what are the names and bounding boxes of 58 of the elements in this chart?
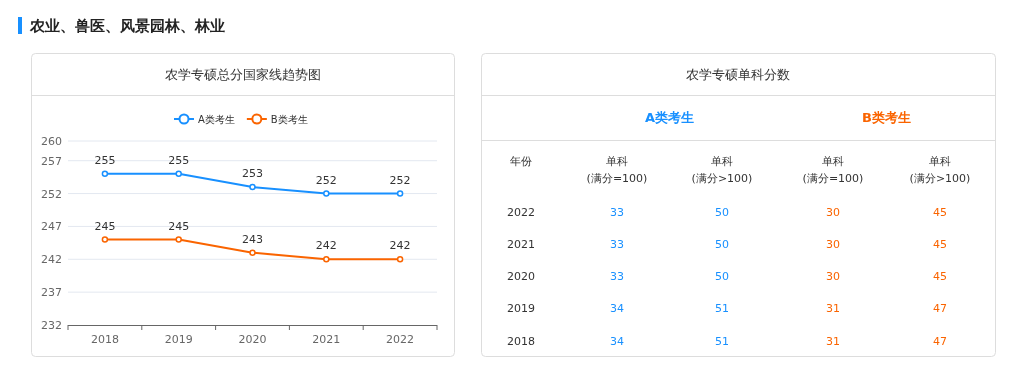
data-label: 252	[389, 173, 411, 187]
x-tick-label: 单科 (满分>100)	[909, 155, 971, 185]
data-label: 47	[933, 302, 947, 315]
data-label: 47	[933, 335, 947, 348]
data-label: 51	[715, 302, 729, 315]
data-label: 33	[610, 270, 624, 283]
data-label: 245	[168, 219, 190, 233]
data-label: 33	[610, 206, 624, 219]
y-tick-label: 260	[41, 135, 62, 148]
data-label: 34	[610, 302, 624, 315]
data-label: 255	[94, 153, 116, 167]
y-tick-label: 232	[41, 319, 62, 332]
data-label: 242	[315, 239, 337, 253]
x-tick-label: 单科 (满分=100)	[802, 155, 864, 185]
chart-title: 农业、兽医、风景园林、林业	[29, 17, 225, 35]
y-tick-label: 2021	[507, 238, 535, 251]
x-tick-label: 2020	[238, 333, 267, 346]
y-tick-label: 237	[41, 286, 62, 300]
data-label: 255	[168, 153, 190, 167]
y-tick-label: 252	[41, 187, 62, 201]
data-label: 242	[389, 239, 411, 253]
x-tick-label: 单科 (满分>100)	[691, 155, 753, 185]
legend-label: A类考生	[198, 114, 235, 125]
chart-subtitle: 农学专硕总分国家线趋势图	[165, 67, 321, 82]
data-label: 45	[933, 270, 947, 283]
data-label: 50	[715, 270, 729, 283]
data-label: 31	[826, 335, 840, 348]
data-label: 30	[826, 238, 840, 251]
chart-title: 农学专硕单科分数	[686, 67, 790, 82]
data-label: 253	[242, 167, 263, 180]
text: B类考生	[862, 110, 911, 125]
x-tick-label: 2018	[90, 333, 119, 346]
x-tick-label: 2019	[164, 333, 193, 346]
y-tick-label: 2022	[507, 206, 535, 219]
data-label: 51	[715, 335, 729, 348]
data-label: 45	[933, 206, 947, 219]
data-label: 31	[826, 302, 840, 315]
data-label: 50	[715, 238, 729, 251]
y-tick-label: 2019	[507, 302, 535, 315]
data-label: 243	[242, 232, 263, 246]
x-tick-label: 2021	[312, 333, 341, 346]
data-label: 34	[610, 335, 624, 348]
data-label: 30	[826, 206, 840, 219]
y-tick-label: 247	[41, 220, 62, 234]
y-tick-label: 2020	[507, 270, 535, 283]
data-label: 245	[94, 219, 116, 233]
x-tick-label: 2022	[386, 333, 415, 346]
data-label: 45	[933, 238, 947, 251]
data-label: 252	[315, 173, 337, 187]
y-axis-title: 年份	[510, 155, 532, 168]
x-tick-label: 单科 (满分=100)	[586, 155, 648, 185]
text: A类考生	[644, 110, 695, 125]
data-label: 33	[610, 238, 624, 251]
y-tick-label: 242	[41, 253, 62, 267]
y-tick-label: 257	[41, 154, 62, 168]
data-label: 50	[715, 206, 729, 219]
data-label: 30	[826, 270, 840, 283]
legend-label: B类考生	[270, 114, 308, 125]
